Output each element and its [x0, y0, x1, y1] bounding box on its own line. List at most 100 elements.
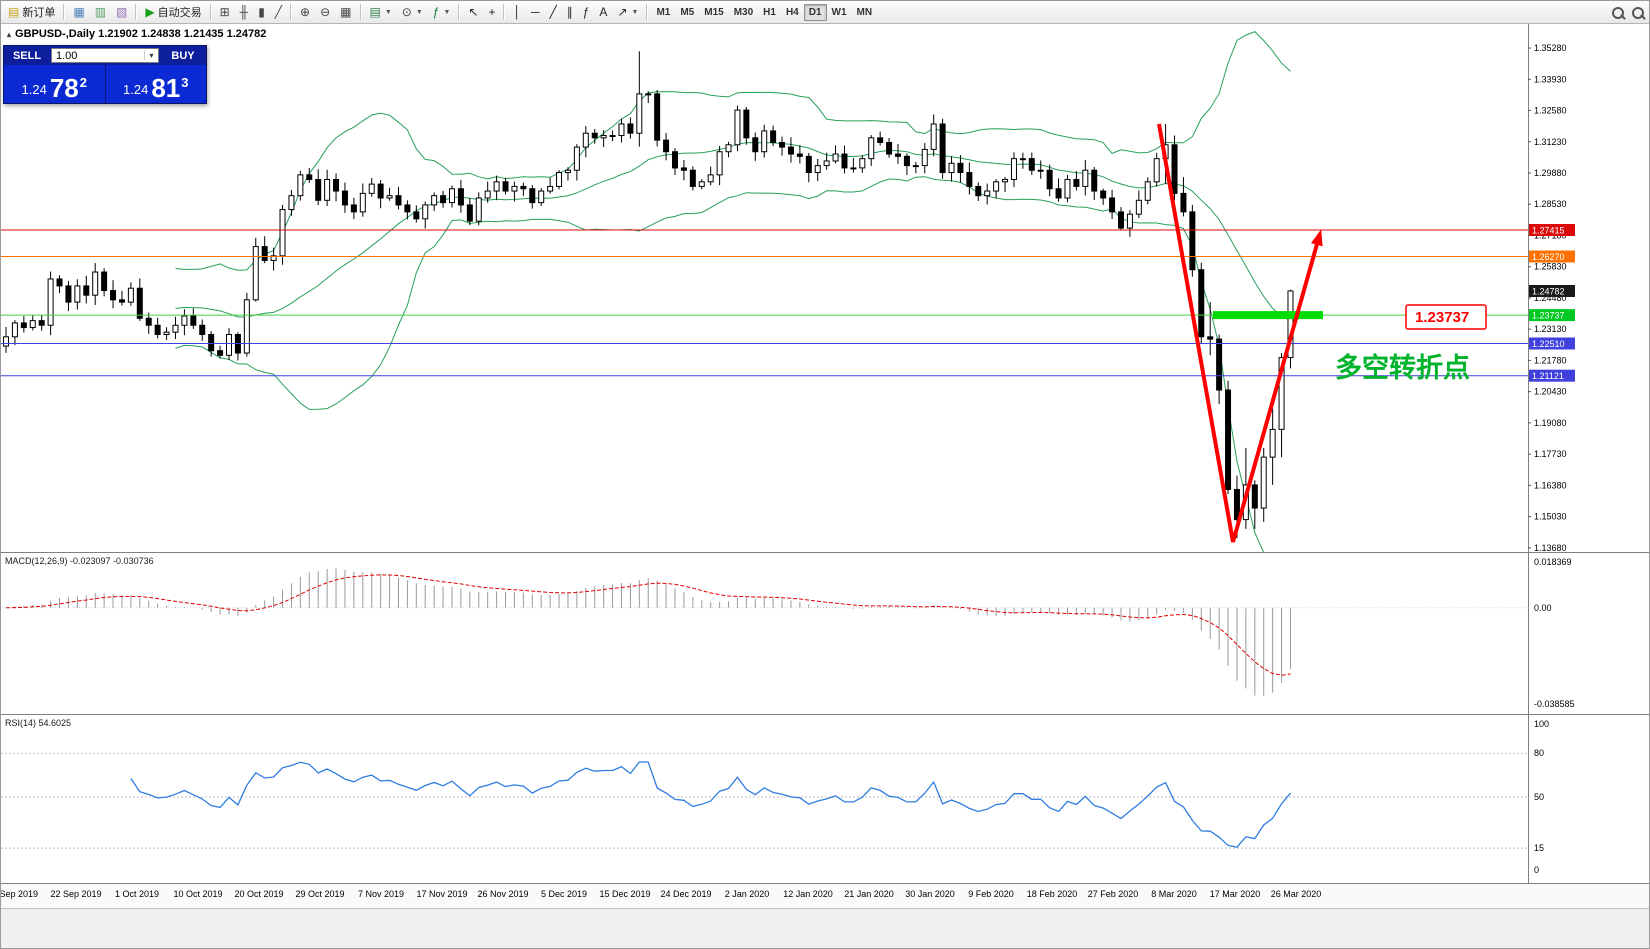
price-tag-label: 1.22510 [1532, 339, 1565, 349]
dropdown-arrow-icon: ▼ [631, 8, 639, 16]
navigator-icon[interactable]: ▧ [111, 3, 132, 22]
candlestick [698, 181, 705, 187]
candlestick [252, 246, 259, 301]
candlestick [163, 331, 170, 336]
line-chart-icon: ╱ [274, 5, 283, 19]
sell-price-big: 78 [49, 72, 79, 103]
macd-panel[interactable]: 0.018369 0.00 -0.038585 [1, 552, 1650, 714]
timeframe-m1[interactable]: M1 [651, 4, 675, 21]
date-label: 24 Dec 2019 [660, 889, 712, 899]
auto-trading-button: ▶ [145, 5, 155, 19]
rsi-panel[interactable]: 100 80 50 15 0 [1, 714, 1650, 883]
buy-price[interactable]: 1.24 81 3 [105, 65, 206, 103]
candlestick [689, 169, 696, 187]
data-window-icon[interactable]: ▥ [90, 3, 111, 22]
rsi-levels [1, 752, 1528, 849]
market-watch-icon[interactable]: ▦ [68, 3, 89, 22]
candlestick [11, 322, 18, 338]
candlestick [654, 93, 661, 141]
timeframe-d1[interactable]: D1 [803, 3, 827, 21]
timeframe-m5[interactable]: M5 [675, 4, 699, 21]
sell-button[interactable]: SELL [4, 46, 50, 65]
price-tick-label: 1.13680 [1534, 543, 1567, 552]
candlestick [243, 299, 250, 354]
candlestick [56, 278, 63, 287]
rsi-axis-label: 0 [1534, 865, 1539, 875]
text-label-icon: A [599, 5, 608, 19]
trendline-icon[interactable]: ╱ [545, 3, 562, 22]
v-reversal-arrow[interactable] [1157, 123, 1323, 543]
price-note-box[interactable] [1405, 304, 1487, 330]
volume-field[interactable]: ▾ [51, 48, 159, 63]
candlestick [645, 93, 652, 96]
tile-windows-icon: ⊞ [219, 5, 230, 19]
price-tag-label: 1.24782 [1532, 287, 1565, 297]
zoom-in-icon: ⊕ [300, 5, 311, 19]
toolbar-separator [135, 4, 138, 20]
sell-price[interactable]: 1.24 78 2 [4, 65, 106, 103]
candlestick [190, 315, 197, 326]
search-symbol-icon[interactable] [1607, 3, 1627, 22]
timeframe-m15[interactable]: M15 [699, 4, 728, 21]
candlestick [984, 190, 991, 197]
volume-input[interactable] [52, 49, 144, 62]
date-label: 17 Nov 2019 [416, 889, 468, 899]
volume-dropdown-icon[interactable]: ▾ [144, 51, 158, 60]
macd-axis-label: -0.038585 [1534, 699, 1575, 709]
periods-icon[interactable]: ⊙ ▼ [397, 3, 428, 22]
timeframe-w1[interactable]: W1 [827, 4, 852, 21]
turning-point-label[interactable]: 多空转折点 [1335, 352, 1470, 383]
main-price-chart[interactable]: 1.23737 多空转折点 1.35280 1.33930 1.32580 1.31230… [1, 24, 1650, 552]
text-label-icon[interactable]: A [594, 3, 612, 22]
crosshair-icon[interactable]: + [483, 3, 500, 22]
timeframe-m30[interactable]: M30 [729, 4, 758, 21]
candlestick [1260, 456, 1267, 509]
zoom-out-icon[interactable]: ⊖ [315, 3, 335, 22]
grid-icon[interactable]: ▦ [335, 3, 356, 22]
candlestick [1207, 336, 1214, 340]
search-icon[interactable] [1627, 3, 1647, 22]
candlestick [145, 317, 152, 326]
macd-axis-label: 0.018369 [1534, 557, 1572, 567]
horizontal-line-icon[interactable]: ─ [526, 3, 545, 22]
candlestick [787, 146, 794, 155]
arrows-icon[interactable]: ↗ ▼ [612, 3, 643, 22]
candlestick [805, 155, 812, 174]
toolbar-separator [290, 4, 293, 20]
buy-button[interactable]: BUY [160, 46, 206, 65]
timeframe-h4[interactable]: H4 [781, 4, 804, 21]
candlestick [1109, 197, 1116, 213]
candlestick [1010, 158, 1017, 180]
candlestick [547, 185, 554, 192]
zoom-in-icon[interactable]: ⊕ [295, 3, 315, 22]
price-axis[interactable]: 1.35280 1.33930 1.32580 1.31230 1.29880 1.285… [1528, 24, 1567, 552]
candlestick [101, 271, 108, 292]
candlestick [29, 320, 36, 329]
timeframe-h1[interactable]: H1 [758, 4, 781, 21]
bar-chart-icon[interactable]: ╫ [235, 3, 254, 22]
vertical-line-icon[interactable]: │ [508, 3, 526, 22]
line-chart-icon[interactable]: ╱ [270, 3, 287, 22]
candlestick [663, 139, 670, 153]
new-chart-icon[interactable]: ▤ ▼ [365, 3, 397, 22]
indicators-icon[interactable]: ƒ ▼ [428, 3, 456, 22]
candlestick-chart-icon[interactable]: ▮ [253, 3, 270, 22]
candlestick [127, 287, 134, 303]
toolbar-separator [503, 4, 506, 20]
candlestick [154, 324, 161, 336]
candlestick [921, 148, 928, 167]
fibonacci-icon[interactable]: ƒ [578, 3, 595, 22]
new-order-button[interactable]: ▤ 新订单 [3, 3, 60, 22]
equidistant-channel-icon[interactable]: ∥ [562, 3, 578, 22]
date-axis[interactable]: 2 Sep 2019 22 Sep 2019 1 Oct 2019 10 Oct 20… [1, 883, 1649, 908]
date-label: 8 Mar 2020 [1151, 889, 1197, 899]
support-zone-bar[interactable] [1213, 311, 1323, 320]
date-label: 1 Oct 2019 [114, 889, 160, 899]
auto-trading-button[interactable]: ▶ 自动交易 [140, 3, 206, 22]
tile-windows-icon[interactable]: ⊞ [215, 3, 235, 22]
timeframe-mn[interactable]: MN [852, 4, 878, 21]
price-tick-label: 1.33930 [1534, 74, 1567, 84]
cursor-icon[interactable]: ↖ [463, 3, 483, 22]
candlestick [868, 137, 875, 160]
candlestick [3, 336, 9, 347]
